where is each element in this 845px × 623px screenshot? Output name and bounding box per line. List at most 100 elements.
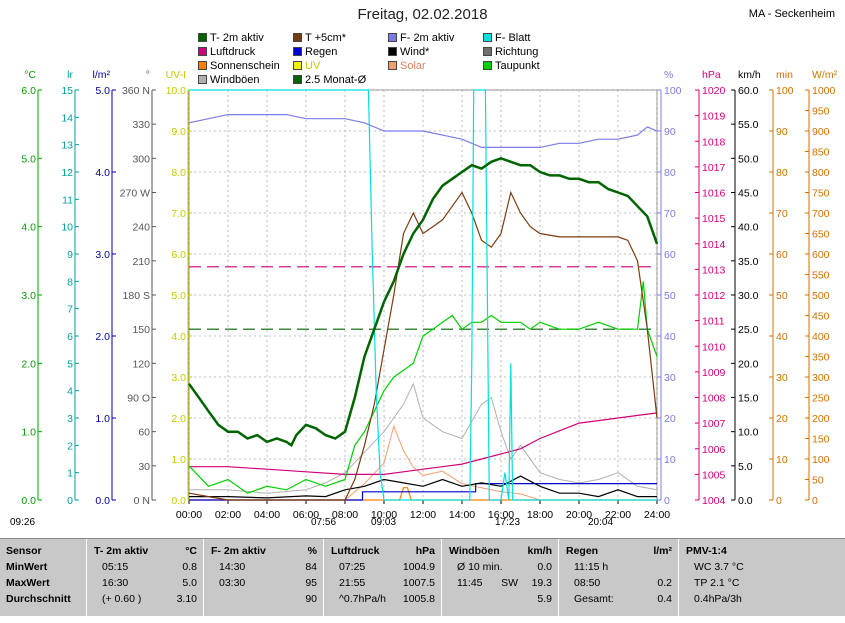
legend-swatch [293, 47, 302, 56]
stats-value: 95 [305, 577, 317, 589]
stats-value: 0.2 [657, 577, 672, 589]
axis-tick-label: 300 [812, 372, 830, 384]
stats-row: 90 [211, 591, 317, 607]
legend-label: Regen [305, 46, 338, 58]
stats-cell: SW [501, 577, 518, 589]
legend-item: Windböen [198, 73, 260, 87]
axis-tick-label: 9 [67, 249, 73, 261]
legend-swatch [198, 47, 207, 56]
stats-cell: 07:25 [339, 561, 366, 573]
axis-unit-label: l/m² [93, 69, 111, 81]
stats-value: 5.9 [537, 593, 552, 605]
stats-header-label: Regen [566, 545, 599, 557]
axis-tick-label: 10 [776, 454, 788, 466]
legend-label: T +5cm* [305, 32, 347, 44]
legend-label: Taupunkt [495, 60, 540, 72]
x-tick-label: 14:00 [449, 509, 475, 521]
legend-label: Windböen [210, 74, 260, 86]
stats-header: Windböen km/h [449, 543, 552, 559]
stats-separator [323, 539, 324, 616]
stats-cell: 11:45 [457, 577, 483, 589]
axis-unit-label: W/m² [812, 69, 838, 81]
stats-header-label: Sensor [6, 545, 42, 557]
x-tick-label: 20:00 [566, 509, 592, 521]
axis-tick-label: 80 [664, 167, 676, 179]
axis-tick-label: 8 [67, 276, 73, 288]
stats-row: 5.9 [449, 591, 552, 607]
x-tick-label: 04:00 [254, 509, 280, 521]
axis-tick-label: 9.0 [171, 126, 186, 138]
stats-value: 84 [305, 561, 317, 573]
legend-item: Regen [293, 45, 337, 59]
stats-header-unit: l/m² [653, 545, 672, 557]
axis-tick-label: 100 [812, 454, 830, 466]
legend-swatch [293, 61, 302, 70]
legend-label: T- 2m aktiv [210, 32, 264, 44]
axis-tick-label: 20.0 [738, 358, 759, 370]
series-line-t-5cm [188, 190, 658, 501]
axis-tick-label: 10.0 [166, 85, 187, 97]
series-line-solar [189, 424, 657, 501]
legend-label: F- Blatt [495, 32, 531, 44]
stats-row: 07:25 1004.9 [331, 559, 435, 575]
axis-tick-label: 40.0 [738, 222, 759, 234]
axis-tick-label: 5.0 [95, 85, 110, 97]
axis-tick-label: 30.0 [738, 290, 759, 302]
axis-tick-label: 0 [67, 495, 73, 507]
stats-cell: MaxWert [6, 577, 50, 589]
stats-column: Luftdruck hPa 07:25 1004.9 21:55 1007.5 ^0.7hP… [331, 539, 435, 616]
axis-tick-label: 60 [776, 249, 788, 261]
stats-cell: 03:30 [219, 577, 246, 589]
axis-tick-label: 1019 [702, 111, 726, 123]
axis-tick-label: 60 [664, 249, 676, 261]
axis-tick-label: 5.0 [21, 153, 36, 165]
x-tick-label: 16:00 [488, 509, 514, 521]
stats-value: 3.10 [176, 593, 197, 605]
sun-event-label: 20:04 [588, 517, 614, 528]
station-name: MA - Seckenheim [748, 8, 835, 20]
legend-item: T- 2m aktiv [198, 31, 264, 45]
axis-tick-label: 5.0 [171, 290, 186, 302]
axis-tick-label: 1.0 [21, 427, 36, 439]
stats-value: 19.3 [531, 577, 552, 589]
stats-header: Luftdruck hPa [331, 543, 435, 559]
axis-tick-label: 1005 [702, 469, 726, 481]
axis-unit-label: UV-I [166, 69, 186, 81]
axis-tick-label: 0.0 [738, 495, 753, 507]
axis-tick-label: 8.0 [171, 167, 186, 179]
axis-tick-label: 270 W [120, 188, 150, 200]
axis-tick-label: 10.0 [738, 427, 759, 439]
stats-header-unit: hPa [415, 545, 435, 557]
axis-tick-label: 360 N [122, 85, 150, 97]
axis-tick-label: 1000 [812, 85, 836, 97]
axis-tick-label: 0.0 [171, 495, 186, 507]
stats-cell: Gesamt: [574, 593, 614, 605]
axis-tick-label: 4.0 [171, 331, 186, 343]
stats-separator [203, 539, 204, 616]
legend-item: Sonnenschein [198, 59, 280, 73]
axis-tick-label: 1006 [702, 444, 726, 456]
stats-column: F- 2m aktiv% 14:30 84 03:30 95 90 [211, 539, 317, 616]
axis-tick-label: 3.0 [21, 290, 36, 302]
stats-separator [678, 539, 679, 616]
axis-tick-label: 50 [664, 290, 676, 302]
axis-tick-label: 11 [62, 194, 73, 206]
legend-swatch [198, 61, 207, 70]
legend-item: Solar [388, 59, 426, 73]
axis-tick-label: 1009 [702, 367, 726, 379]
axis-tick-label: 650 [812, 229, 830, 241]
axis-tick-label: 3 [67, 413, 73, 425]
axis-tick-label: 0 [812, 495, 818, 507]
axis-tick-label: 1004 [702, 495, 726, 507]
axis-tick-label: 2.0 [171, 413, 186, 425]
stats-header-label: PMV-1:4 [686, 545, 727, 557]
axis-tick-label: 750 [812, 188, 830, 200]
axis-tick-label: 1.0 [171, 454, 186, 466]
stats-column: Regen l/m² 11:15 h 08:50 0.2 Gesamt: 0.4 [566, 539, 672, 616]
axis-tick-label: 0 [776, 495, 782, 507]
stats-row [566, 607, 672, 623]
stats-row: Durchschnitt [6, 591, 80, 607]
stats-column: PMV-1:4 WC 3.7 °C TP 2.1 °C 0.4hPa/3h [686, 539, 787, 616]
series-line-luftdruck [189, 412, 658, 475]
stats-header-label: T- 2m aktiv [94, 545, 149, 557]
